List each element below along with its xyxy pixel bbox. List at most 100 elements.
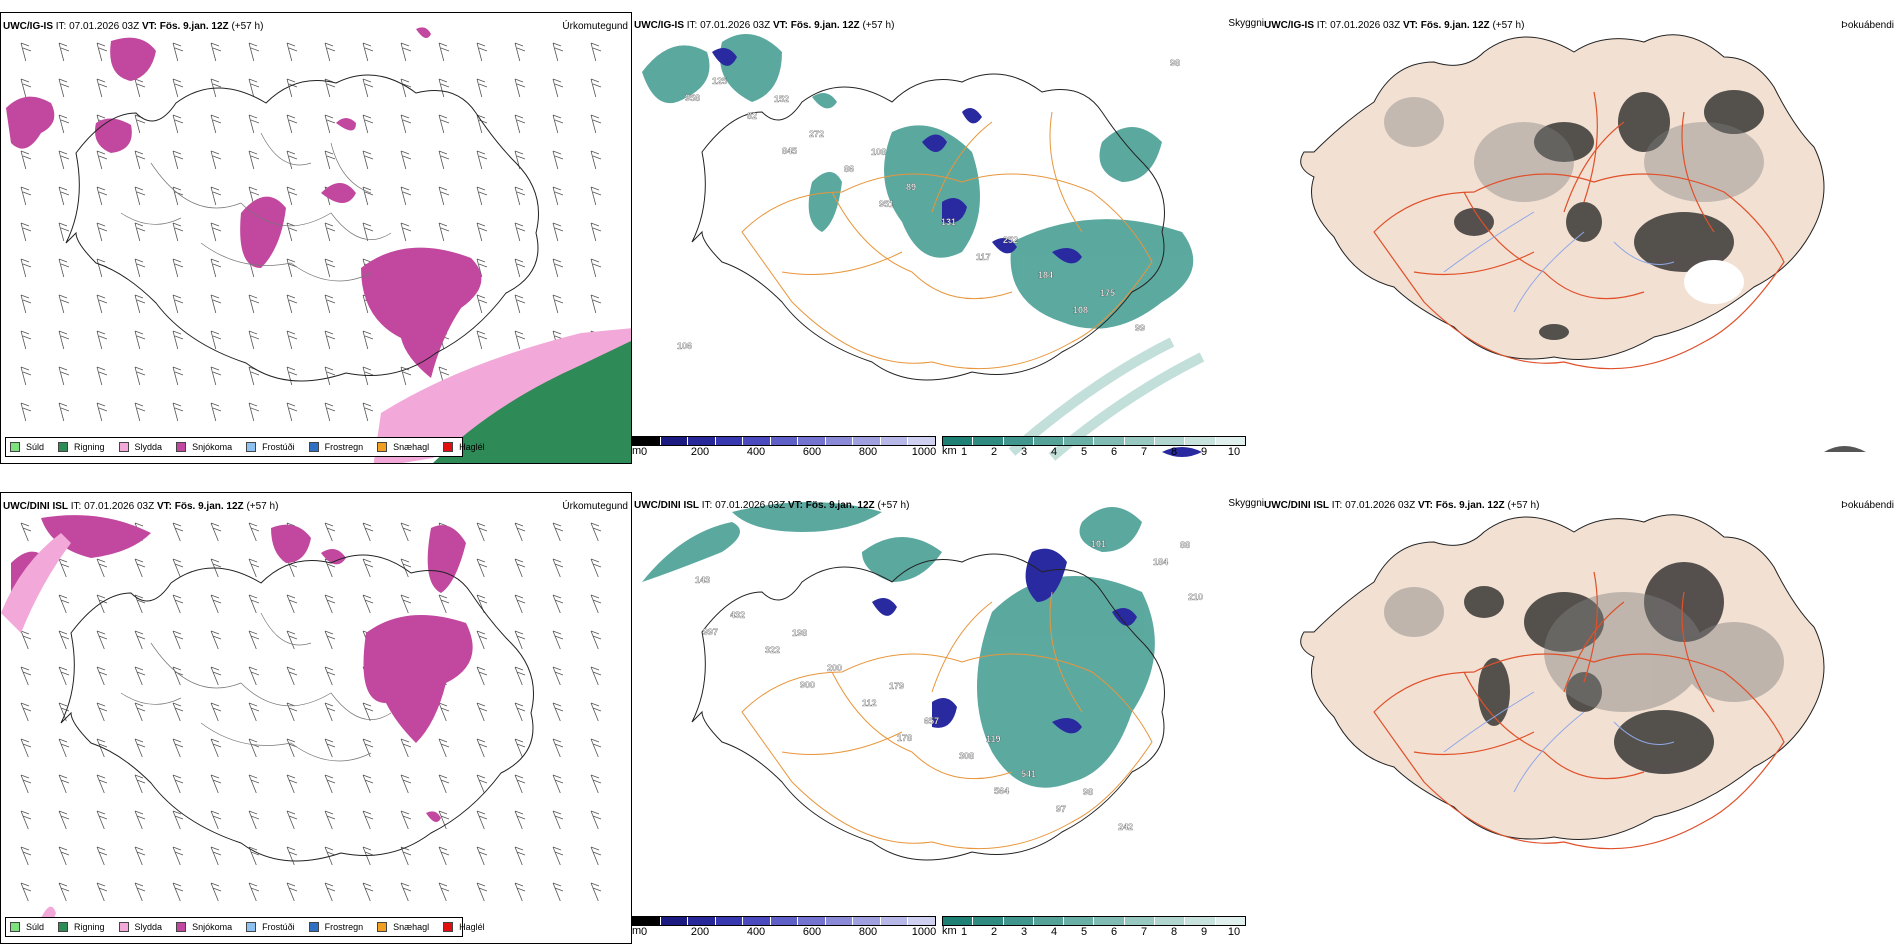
valid-label: VT: [141, 21, 157, 32]
colorbar-cell [825, 437, 854, 445]
colorbar-tick: 200 [690, 926, 710, 938]
valid-time: Fös. 9.jan. 12Z [1420, 20, 1490, 31]
wind-barb [210, 630, 222, 650]
wind-barb [96, 702, 108, 722]
wind-barb [324, 774, 336, 794]
colorbar-cell [1094, 437, 1125, 445]
visibility-colorbar-bottom: km 1 2 3 4 5 6 7 8 9 10 [942, 916, 1246, 938]
precip-legend-item: Haglél [443, 922, 485, 932]
wind-barb [476, 330, 488, 350]
wind-barb [210, 330, 222, 350]
wind-barb [514, 150, 526, 170]
colorbar-cell [943, 917, 974, 925]
wind-barb [514, 882, 526, 902]
wind-barb [324, 882, 336, 902]
wind-barb [172, 222, 184, 242]
wind-barb [400, 810, 412, 830]
wind-barb [552, 258, 564, 278]
ceiling-value-label: 119 [986, 734, 1001, 744]
legend-swatch [58, 922, 69, 932]
colorbar-cell [825, 917, 854, 925]
wind-barb [438, 774, 450, 794]
wind-barb [286, 150, 298, 170]
legend-swatch [443, 442, 454, 452]
wind-barb [134, 294, 146, 314]
panel-title-visibility: Skyggni [1228, 498, 1264, 509]
ceiling-ticks: 0 200 400 600 800 1000 [641, 926, 936, 938]
wind-barb [590, 882, 602, 902]
wind-barb [324, 702, 336, 722]
wind-barb [362, 594, 374, 614]
precip-legend-item: Snjókoma [176, 442, 232, 452]
wind-barb [476, 666, 488, 686]
wind-barb [134, 594, 146, 614]
wind-barb [286, 42, 298, 62]
wind-barb [514, 42, 526, 62]
visibility-colorbar-cells [942, 436, 1246, 446]
wind-barb [438, 846, 450, 866]
wind-barb [362, 330, 374, 350]
colorbar-tick: 4 [1050, 926, 1058, 938]
colorbar-cell [1124, 917, 1156, 925]
wind-barb [248, 522, 260, 542]
wind-barb [20, 402, 32, 422]
wind-barb [514, 294, 526, 314]
wind-barb [134, 558, 146, 578]
legend-label: Slydda [134, 442, 163, 452]
wind-barb [134, 630, 146, 650]
wind-barb [134, 186, 146, 206]
wind-barb [362, 186, 374, 206]
wind-barb [134, 258, 146, 278]
wind-barb [514, 330, 526, 350]
colorbar-tick: 3 [1020, 926, 1028, 938]
wind-barb [20, 738, 32, 758]
wind-barb [248, 150, 260, 170]
init-time: IT: 07.01.2026 03Z [55, 21, 140, 32]
wind-barb [552, 222, 564, 242]
wind-barb [438, 114, 450, 134]
wind-barb [58, 258, 70, 278]
wind-barb [134, 666, 146, 686]
wind-barb [514, 738, 526, 758]
valid-label: VT: [1402, 20, 1418, 31]
wind-barb [58, 78, 70, 98]
ceiling-value-label: 179 [889, 681, 904, 691]
precip-legend-item: Súld [10, 442, 44, 452]
header-bottom-visibility: UWC/DINI ISL IT: 07.01.2026 03Z VT: Fös.… [634, 500, 909, 512]
wind-barb [590, 558, 602, 578]
wind-barb [362, 150, 374, 170]
wind-barb [324, 222, 336, 242]
wind-barb [286, 330, 298, 350]
wind-barb [172, 774, 184, 794]
visibility-ticks: 1 2 3 4 5 6 7 8 9 10 [961, 446, 1240, 458]
wind-barb [96, 186, 108, 206]
wind-barb [590, 222, 602, 242]
wind-barb [248, 774, 260, 794]
ceiling-colorbar-cells [632, 916, 936, 926]
wind-barb [172, 630, 184, 650]
wind-barb [172, 258, 184, 278]
ceiling-value-label: 242 [1118, 822, 1133, 832]
wind-barb [514, 522, 526, 542]
wind-barb [552, 702, 564, 722]
wind-barb [362, 558, 374, 578]
wind-barb [96, 630, 108, 650]
legend-swatch [118, 442, 129, 452]
wind-barb [590, 78, 602, 98]
wind-barb [438, 738, 450, 758]
colorbar-tick: 400 [746, 926, 766, 938]
wind-barb [400, 594, 412, 614]
wind-barb [286, 114, 298, 134]
legend-swatch [58, 442, 69, 452]
valid-time: Fös. 9.jan. 12Z [790, 20, 860, 31]
wind-barb [400, 42, 412, 62]
wind-barb [476, 294, 488, 314]
wind-barb [96, 222, 108, 242]
wind-barb [172, 594, 184, 614]
colorbar-cell [973, 437, 1004, 445]
wind-barb [96, 558, 108, 578]
wind-barb [58, 594, 70, 614]
wind-barb [286, 366, 298, 386]
wind-barb [438, 78, 450, 98]
wind-barb [248, 630, 260, 650]
